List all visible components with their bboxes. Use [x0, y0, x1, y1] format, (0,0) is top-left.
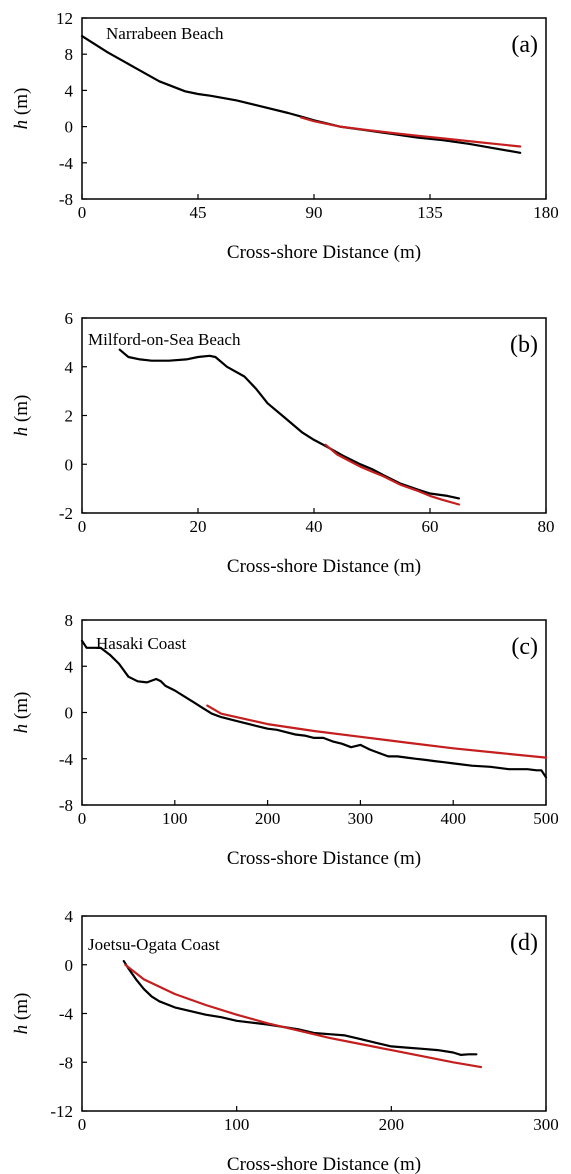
y-tick-label: 0	[65, 118, 74, 137]
x-tick-label: 90	[306, 203, 323, 222]
x-axis-label: Cross-shore Distance (m)	[227, 556, 421, 577]
y-tick-label: 0	[65, 956, 74, 975]
y-tick-label: -8	[59, 796, 73, 815]
y-tick-label: 4	[65, 907, 74, 926]
y-tick-label: -8	[59, 1053, 73, 1072]
y-tick-label: 8	[65, 45, 74, 64]
panel-label: (c)	[511, 634, 538, 660]
x-tick-label: 40	[306, 517, 323, 536]
y-tick-label: -4	[59, 1005, 74, 1024]
y-axis-label: h (m)	[11, 692, 32, 734]
panel-label: (a)	[511, 32, 538, 58]
x-axis-label: Cross-shore Distance (m)	[227, 848, 421, 869]
chart-panel-3: 0 100 200 300 400 500 -8 -4 0 4 8 Cross-shore Dista…	[11, 611, 559, 869]
panel-label: (d)	[510, 930, 538, 956]
x-axis-label: Cross-shore Distance (m)	[227, 242, 421, 263]
site-label: Hasaki Coast	[96, 634, 186, 653]
chart-panel-4: 0 100 200 300 -12 -8 -4 0 4 Cross-shore Distance …	[11, 907, 559, 1174]
x-tick-label: 45	[190, 203, 207, 222]
y-axis-label: h (m)	[11, 88, 32, 130]
x-tick-label: 0	[78, 809, 87, 828]
x-tick-label: 0	[78, 517, 87, 536]
x-tick-label: 20	[190, 517, 207, 536]
y-axis-label: h (m)	[11, 993, 32, 1035]
y-tick-label: 2	[65, 407, 74, 426]
x-tick-label: 135	[417, 203, 443, 222]
panel-label: (b)	[510, 332, 538, 358]
x-tick-label: 300	[533, 1115, 559, 1134]
x-tick-label: 300	[348, 809, 374, 828]
x-tick-label: 500	[533, 809, 559, 828]
y-tick-label: 0	[65, 455, 74, 474]
site-label: Milford-on-Sea Beach	[88, 330, 241, 349]
y-tick-label: -4	[59, 750, 74, 769]
y-tick-label: 4	[65, 81, 74, 100]
chart-panel-2: 0 20 40 60 80 -2 0 2 4 6 Cross-shore Distance (m) h…	[11, 309, 555, 577]
measured-profile-line	[118, 348, 461, 500]
x-tick-label: 0	[78, 1115, 87, 1134]
x-axis-label: Cross-shore Distance (m)	[227, 1154, 421, 1174]
y-axis-label: h (m)	[11, 395, 32, 437]
x-tick-label: 100	[224, 1115, 250, 1134]
y-tick-label: 0	[65, 704, 74, 723]
y-tick-label: -8	[59, 190, 73, 209]
site-label: Joetsu-Ogata Coast	[88, 935, 220, 954]
y-tick-label: 4	[65, 657, 74, 676]
x-tick-label: 80	[538, 517, 555, 536]
fitted-profile-line	[300, 116, 522, 148]
fitted-profile-line	[124, 963, 483, 1069]
fitted-profile-line	[324, 443, 461, 506]
x-tick-label: 100	[162, 809, 188, 828]
x-tick-label: 180	[533, 203, 559, 222]
x-tick-label: 200	[255, 809, 281, 828]
y-tick-label: 8	[65, 611, 74, 630]
x-tick-label: 200	[379, 1115, 405, 1134]
y-tick-label: 12	[56, 9, 73, 28]
x-tick-label: 400	[440, 809, 466, 828]
y-tick-label: -2	[59, 504, 73, 523]
measured-profile-line	[80, 639, 548, 779]
plot-frame	[81, 17, 547, 200]
x-tick-label: 0	[78, 203, 87, 222]
y-tick-label: 6	[65, 309, 74, 328]
y-tick-label: -4	[59, 154, 74, 173]
fitted-profile-line	[206, 704, 548, 759]
x-tick-label: 60	[422, 517, 439, 536]
y-tick-label: 4	[65, 358, 74, 377]
site-label: Narrabeen Beach	[106, 24, 224, 43]
y-tick-label: -12	[50, 1102, 73, 1121]
measured-profile-line	[80, 35, 522, 154]
measured-profile-line	[122, 960, 478, 1056]
chart-panel-1: 0 45 90 135 180 -8 -4 0 4 8 12 Cross-shore Distance…	[11, 9, 559, 263]
